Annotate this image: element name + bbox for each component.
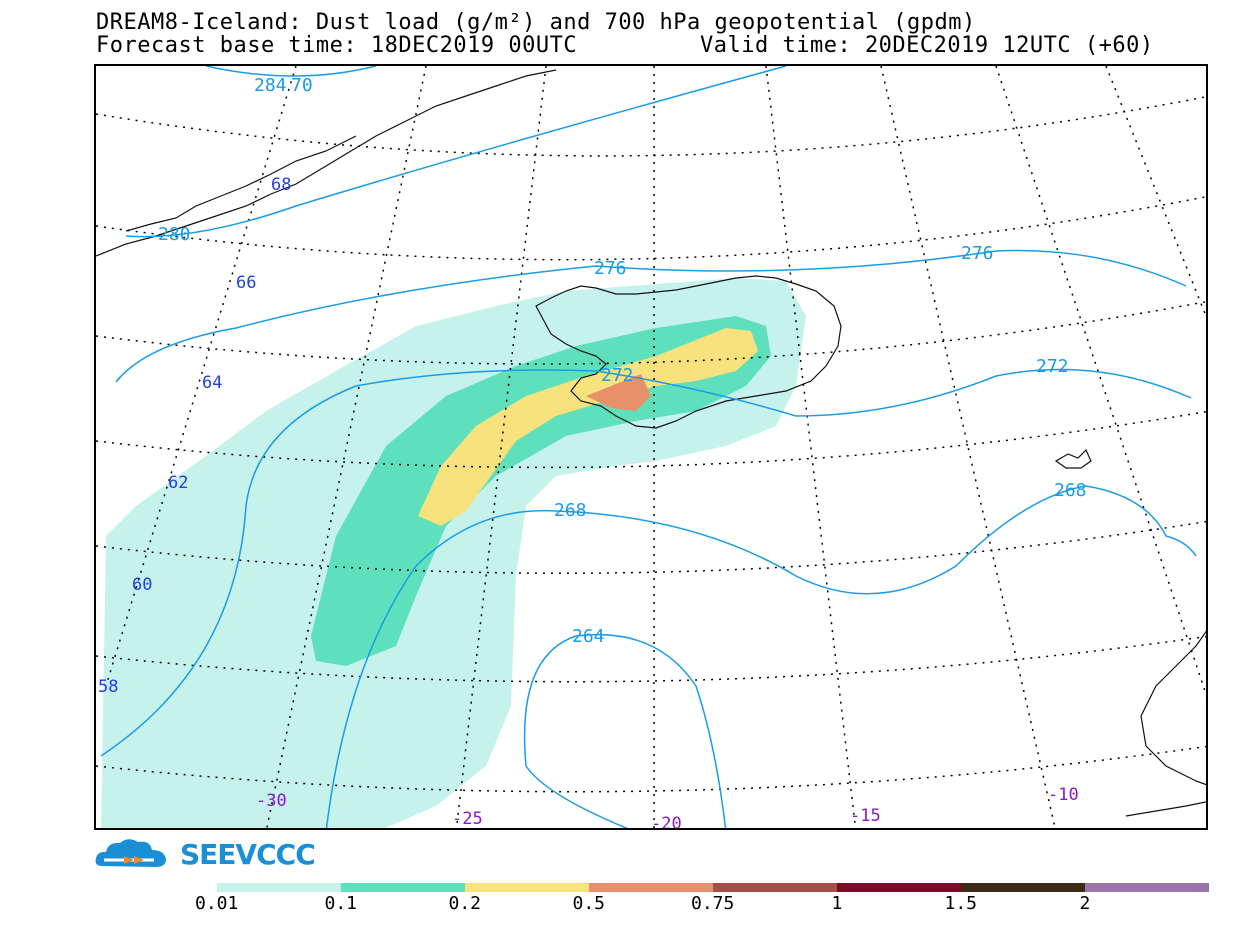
contour-label-272-b: 272 — [1036, 356, 1069, 377]
legend-label: 0.2 — [448, 893, 482, 914]
lon-label-minus10: -10 — [1048, 785, 1079, 805]
parallel-68 — [96, 96, 1206, 157]
legend-swatch — [837, 883, 961, 892]
latitude-labels: 68 66 64 62 60 58 — [98, 175, 291, 697]
contour-label-264: 264 — [572, 626, 605, 647]
lat-label-58: 58 — [98, 677, 118, 697]
dust-area-0.2 — [418, 328, 758, 526]
legend-label: 2 — [1079, 893, 1091, 914]
legend-label: 0.1 — [324, 893, 358, 914]
legend-swatch — [341, 883, 465, 892]
lon-label-minus15: -15 — [850, 806, 881, 826]
map-title: DREAM8-Iceland: Dust load (g/m²) and 700… — [96, 10, 976, 35]
parallel-60 — [96, 520, 1206, 574]
coastlines — [96, 69, 1206, 817]
lat-label-62: 62 — [168, 473, 188, 493]
meridian-0 — [1105, 66, 1206, 319]
contour-264-tail — [525, 765, 629, 828]
lat-label-60: 60 — [132, 575, 152, 595]
legend-swatch — [1085, 883, 1209, 892]
graticule — [96, 66, 1206, 828]
contour-284 — [205, 66, 377, 77]
greenland-coast — [96, 69, 557, 257]
iceland-coast — [535, 275, 842, 429]
contour-264 — [523, 633, 727, 828]
legend-label: 1 — [831, 893, 843, 914]
lat-label-64: 64 — [202, 373, 222, 393]
legend-label: 0.75 — [691, 893, 735, 914]
parallel-66 — [96, 196, 1206, 261]
parallel-62 — [96, 410, 1206, 469]
contour-label-280: 280 — [158, 224, 191, 245]
legend-label: 0.5 — [572, 893, 606, 914]
contour-280 — [125, 66, 787, 238]
meridian-minus10 — [880, 66, 1056, 828]
dust-area-0.1 — [311, 316, 771, 666]
faroe-coast — [1054, 448, 1092, 469]
parallel-64 — [96, 300, 1206, 365]
dust-area-0.5 — [586, 374, 651, 411]
seevccc-cloud-icon — [95, 839, 166, 867]
meridian-minus25 — [455, 66, 547, 828]
contour-labels: 284 70 280 276 276 272 272 268 268 264 — [158, 75, 1087, 647]
contour-label-268-b: 268 — [1054, 480, 1087, 501]
lat-label-68: 68 — [271, 175, 291, 195]
meridian-minus5 — [995, 66, 1206, 697]
longitude-labels: -30 -25 -20 -15 -10 — [256, 785, 1079, 830]
legend-swatch — [713, 883, 837, 892]
norway-coast — [1140, 630, 1206, 786]
legend-swatch — [589, 883, 713, 892]
map-panel: 284 70 280 276 276 272 272 268 268 264 6… — [94, 64, 1208, 830]
contour-label-272-a: 272 — [601, 365, 634, 386]
contour-276 — [115, 249, 1187, 383]
dust-shading — [101, 278, 806, 828]
forecast-base-time: Forecast base time: 18DEC2019 00UTC — [96, 33, 578, 58]
map-canvas: 284 70 280 276 276 272 272 268 268 264 6… — [96, 66, 1206, 830]
legend-swatch — [465, 883, 589, 892]
contour-label-268-a: 268 — [554, 500, 587, 521]
scotland-coast — [1125, 801, 1206, 817]
legend-swatch — [961, 883, 1085, 892]
meridian-minus15 — [765, 66, 857, 828]
lat-label-66: 66 — [236, 273, 256, 293]
contour-label-276-b: 276 — [961, 243, 994, 264]
contour-label-70: 70 — [291, 75, 313, 96]
geopotential-contours — [100, 66, 1197, 828]
legend-label: 0.01 — [195, 893, 239, 914]
seevccc-logo-text: SEEVCCC — [180, 838, 316, 871]
valid-time: Valid time: 20DEC2019 12UTC (+60) — [700, 33, 1154, 58]
contour-268 — [325, 485, 1197, 828]
lon-label-minus20: -20 — [651, 814, 682, 830]
legend-colorbar — [217, 883, 1209, 892]
legend-label: 1.5 — [944, 893, 978, 914]
greenland-coast-inner — [125, 135, 357, 232]
contour-label-284: 284 — [254, 75, 287, 96]
legend-swatch — [217, 883, 341, 892]
contour-272 — [100, 368, 1192, 757]
contour-label-276-a: 276 — [594, 258, 627, 279]
lon-label-minus30: -30 — [256, 791, 287, 811]
lon-label-minus25: -25 — [452, 809, 483, 829]
